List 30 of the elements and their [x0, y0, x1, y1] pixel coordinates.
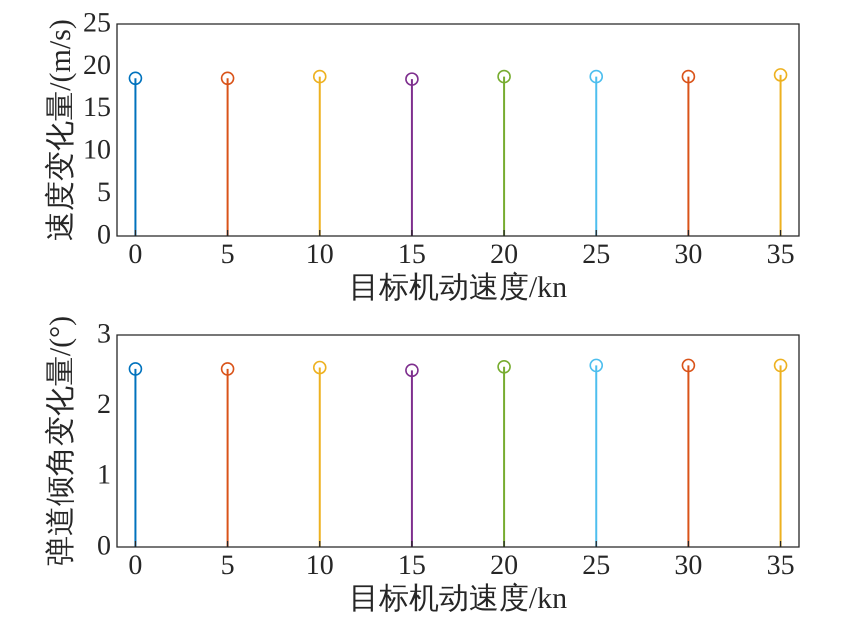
- x-axis-title: 目标机动速度/kn: [348, 270, 568, 304]
- y-tick-label: 25: [83, 7, 111, 38]
- x-tick-label: 15: [398, 550, 426, 582]
- y-axis-title: 弹道倾角变化量/(°): [44, 316, 77, 566]
- x-tick-label: 15: [398, 239, 426, 270]
- x-tick-label: 5: [220, 239, 235, 270]
- x-tick-label: 0: [128, 239, 142, 270]
- x-tick-label: 25: [582, 239, 610, 270]
- y-tick-label: 10: [83, 134, 111, 166]
- x-tick-label: 35: [766, 550, 795, 582]
- y-axis-title: 速度变化量/(m/s): [44, 19, 77, 241]
- y-tick-label: 1: [97, 460, 111, 491]
- x-tick-label: 20: [490, 550, 518, 582]
- x-tick-label: 0: [128, 550, 142, 582]
- x-tick-label: 5: [220, 550, 235, 582]
- y-tick-label: 0: [97, 219, 111, 250]
- x-tick-label: 20: [490, 239, 518, 270]
- y-tick-label: 0: [97, 530, 111, 562]
- x-axis-title: 目标机动速度/kn: [348, 582, 568, 615]
- x-tick-label: 30: [674, 550, 702, 582]
- x-tick-label: 30: [674, 239, 702, 270]
- y-tick-label: 20: [83, 50, 111, 81]
- y-tick-label: 5: [97, 176, 111, 208]
- y-tick-label: 3: [97, 318, 111, 350]
- x-tick-label: 10: [306, 550, 334, 582]
- x-tick-label: 10: [306, 239, 334, 270]
- x-tick-label: 25: [582, 550, 610, 582]
- y-tick-label: 2: [97, 389, 111, 420]
- x-tick-label: 35: [766, 239, 795, 270]
- y-tick-label: 15: [83, 92, 111, 124]
